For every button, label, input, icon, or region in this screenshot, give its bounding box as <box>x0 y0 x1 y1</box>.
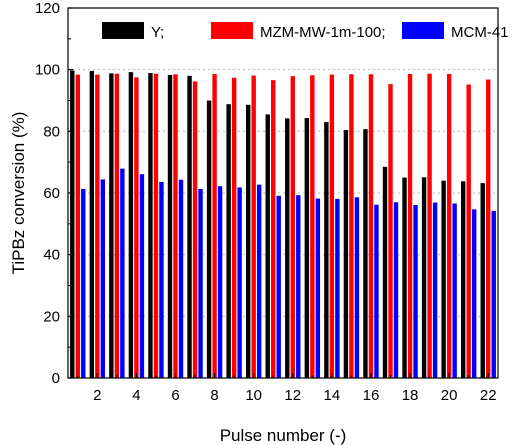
x-axis-label: Pulse number (-) <box>220 426 347 445</box>
x-tick-label: 4 <box>132 387 140 404</box>
bar-2 <box>114 73 120 379</box>
bar-3 <box>393 202 399 378</box>
x-tick-label: 16 <box>363 387 380 404</box>
bar-2 <box>349 74 354 379</box>
bar-3 <box>217 186 223 378</box>
bar-1 <box>109 73 114 378</box>
y-axis: 0 20 40 60 80 100 120 <box>35 0 73 387</box>
bar-1 <box>441 180 446 378</box>
bar-1 <box>245 104 251 379</box>
legend-swatch <box>102 22 144 39</box>
y-tick-label: 20 <box>43 308 60 325</box>
bar-2 <box>95 74 100 378</box>
bar-1 <box>226 104 231 378</box>
legend-label: MCM-41 <box>451 24 509 41</box>
bar-3 <box>178 179 184 378</box>
bar-1 <box>304 118 310 378</box>
legend: Y; MZM-MW-1m-100; MCM-41 <box>102 22 509 41</box>
bar-2 <box>427 73 432 379</box>
bar-3 <box>159 181 164 378</box>
bar-1 <box>402 177 407 378</box>
bar-2 <box>134 77 139 378</box>
bar-3 <box>491 210 496 378</box>
bar-1 <box>382 166 388 378</box>
bar-2 <box>231 77 237 378</box>
bar-3 <box>100 179 106 378</box>
legend-swatch <box>402 22 444 39</box>
y-tick-label: 60 <box>43 185 60 202</box>
bar-3 <box>139 174 145 378</box>
bar-2 <box>173 74 178 379</box>
bar-2 <box>466 84 471 378</box>
x-tick-label: 18 <box>402 387 419 404</box>
bar-2 <box>310 75 315 378</box>
x-tick-label: 20 <box>441 387 458 404</box>
bar-3 <box>374 204 379 378</box>
bar-2 <box>368 74 374 379</box>
bar-1 <box>285 118 290 378</box>
bar-2 <box>212 73 217 378</box>
bar-2 <box>407 73 413 378</box>
bar-2 <box>388 84 393 379</box>
bar-1 <box>480 183 485 378</box>
bar-3 <box>335 198 340 378</box>
x-tick-label: 8 <box>210 387 218 404</box>
y-axis-label: TiPBz conversion (%) <box>9 112 28 275</box>
x-tick-label: 6 <box>171 387 179 404</box>
bar-3 <box>354 197 360 378</box>
bar-3 <box>315 198 321 378</box>
bar-2 <box>192 81 198 378</box>
bar-3 <box>276 195 281 378</box>
bar-2 <box>75 74 80 378</box>
legend-label: Y; <box>151 24 164 41</box>
bar-1 <box>421 177 427 378</box>
y-tick-label: 80 <box>43 123 60 140</box>
x-tick-label: 10 <box>245 387 262 404</box>
bar-1 <box>128 72 134 378</box>
bar-2 <box>153 73 159 379</box>
bar-3 <box>296 195 301 378</box>
bar-3 <box>237 187 242 378</box>
bar-1 <box>167 74 173 379</box>
x-tick-label: 2 <box>93 387 101 404</box>
bar-2 <box>446 73 452 378</box>
bar-3 <box>198 188 203 378</box>
bar-1 <box>206 100 212 378</box>
y-tick-label: 0 <box>52 370 60 387</box>
bar-3 <box>471 209 477 378</box>
legend-swatch <box>211 22 253 39</box>
bar-3 <box>452 203 457 378</box>
bar-2 <box>486 79 491 379</box>
bar-3 <box>432 202 438 378</box>
bar-2 <box>251 75 256 379</box>
y-tick-label: 120 <box>35 0 60 17</box>
bar-1 <box>70 70 75 378</box>
bar-1 <box>363 129 368 378</box>
x-tick-label: 12 <box>284 387 301 404</box>
bars <box>70 70 496 379</box>
x-axis: 2 4 6 8 10 12 14 16 18 20 22 <box>77 373 497 404</box>
bar-1 <box>89 70 95 379</box>
bar-1 <box>187 75 192 378</box>
bar-1 <box>343 130 349 378</box>
x-tick-label: 14 <box>324 387 341 404</box>
bar-1 <box>324 122 329 378</box>
bar-3 <box>81 188 86 378</box>
bar-2 <box>271 80 276 379</box>
bar-2 <box>290 76 295 379</box>
y-tick-label: 40 <box>43 247 60 264</box>
bar-2 <box>329 74 335 378</box>
y-tick-label: 100 <box>35 62 60 79</box>
bar-1 <box>460 181 466 378</box>
bar-1 <box>265 114 270 378</box>
legend-label: MZM-MW-1m-100; <box>260 24 386 41</box>
bar-3 <box>256 184 262 378</box>
gridlines <box>68 69 498 317</box>
bar-1 <box>148 73 153 378</box>
bar-3 <box>413 205 418 378</box>
bar-3 <box>120 168 125 378</box>
x-tick-label: 22 <box>480 387 497 404</box>
